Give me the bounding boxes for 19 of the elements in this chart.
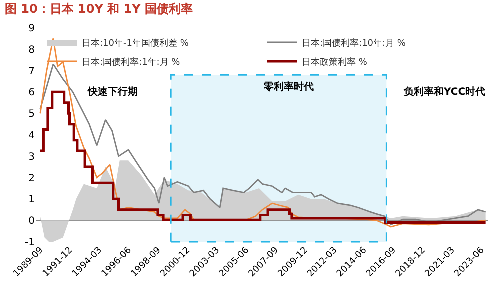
- y-tick-label: 3: [28, 152, 35, 163]
- band-label: 零利率时代: [263, 81, 314, 93]
- annotation: 负利率和YCC时代: [403, 86, 486, 98]
- y-tick-label: 0: [28, 216, 35, 228]
- y-tick-label: -1: [25, 238, 35, 248]
- y-tick-label: 2: [28, 173, 35, 184]
- legend-label: 日本:10年-1年国债利差 %: [82, 38, 190, 50]
- y-tick-label: 6: [28, 88, 35, 99]
- y-tick-label: 9: [28, 24, 35, 34]
- y-tick-label: 7: [28, 66, 35, 78]
- annotation: 快速下行期: [87, 86, 138, 98]
- legend-label: 日本:国债利率:1年:月 %: [82, 57, 181, 68]
- legend-label: 日本政策利率 %: [302, 57, 368, 68]
- chart-title: 图 10：日本 10Y 和 1Y 国债利率: [5, 2, 194, 16]
- y-tick-label: 8: [28, 44, 35, 56]
- y-tick-label: 1: [28, 194, 35, 206]
- y-tick-label: 4: [28, 130, 35, 142]
- y-tick-label: 5: [28, 109, 35, 120]
- legend-label: 日本:国债利率:10年:月 %: [302, 38, 406, 50]
